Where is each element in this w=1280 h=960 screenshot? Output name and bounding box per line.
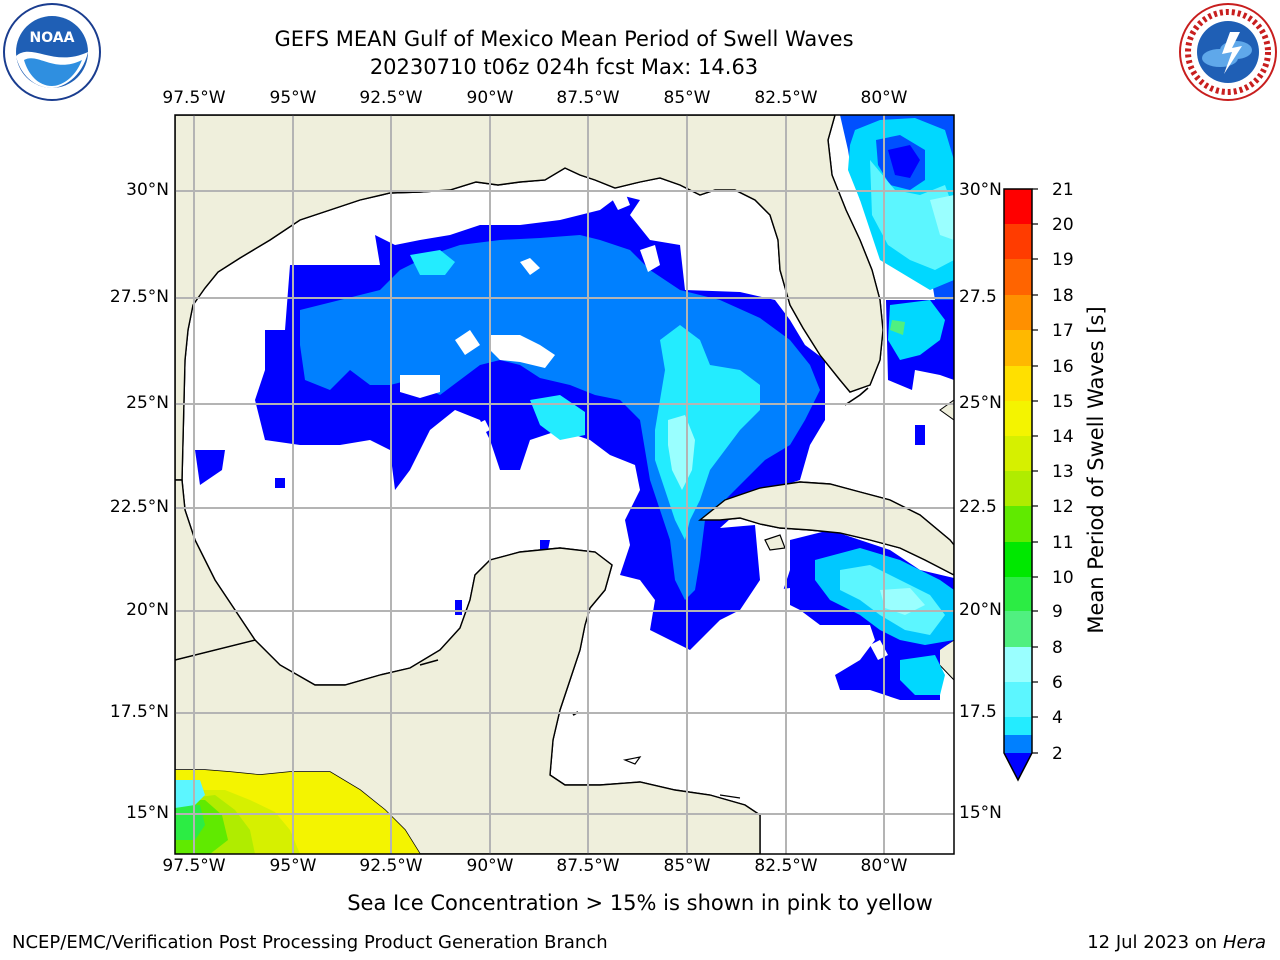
colorbar-tick: 2: [1052, 744, 1063, 764]
footer-machine: Hera: [1222, 932, 1266, 953]
footer-date: 12 Jul 2023 on Hera: [1087, 932, 1266, 953]
lon-tick-top: 80°W: [860, 88, 908, 108]
map-subtitle: 20230710 t06z 024h fcst Max: 14.63: [369, 55, 759, 79]
noaa-logo: NOAA: [2, 2, 102, 102]
colorbar-tick: 11: [1052, 533, 1074, 553]
lon-tick-bottom: 82.5°W: [754, 856, 818, 876]
lat-tick-right: 22.5: [959, 497, 997, 517]
colorbar-tick: 9: [1052, 602, 1063, 622]
lat-tick-left: 17.5°N: [109, 702, 169, 722]
colorbar-tick: 6: [1052, 673, 1063, 693]
colorbar-tick: 18: [1052, 286, 1074, 306]
lon-tick-bottom: 90°W: [466, 856, 514, 876]
colorbar-tick: 16: [1052, 357, 1074, 377]
lon-tick-top: 82.5°W: [754, 88, 818, 108]
lon-tick-top: 92.5°W: [359, 88, 423, 108]
lat-tick-right: 27.5: [959, 287, 997, 307]
lon-tick-top: 85°W: [663, 88, 711, 108]
colorbar-tick: 10: [1052, 568, 1074, 588]
colorbar-tick: 21: [1052, 180, 1074, 200]
colorbar-tick: 12: [1052, 497, 1074, 517]
colorbar-tick: 8: [1052, 638, 1063, 658]
lon-tick-bottom: 97.5°W: [162, 856, 226, 876]
colorbar-tick: 4: [1052, 708, 1063, 728]
map-gridlines: [175, 115, 954, 854]
lat-tick-right: 30°N: [959, 180, 1002, 200]
lat-tick-left: 20°N: [126, 600, 169, 620]
lon-tick-top: 95°W: [269, 88, 317, 108]
lon-tick-bottom: 85°W: [663, 856, 711, 876]
svg-text:NOAA: NOAA: [30, 30, 75, 46]
lon-tick-top: 90°W: [466, 88, 514, 108]
lon-tick-bottom: 87.5°W: [556, 856, 620, 876]
lat-tick-left: 25°N: [126, 393, 169, 413]
colorbar-tick: 19: [1052, 250, 1074, 270]
lat-tick-right: 17.5: [959, 702, 997, 722]
lat-tick-left: 30°N: [126, 180, 169, 200]
lat-tick-left: 27.5°N: [109, 287, 169, 307]
lat-tick-left: 22.5°N: [109, 497, 169, 517]
colorbar-tick: 15: [1052, 392, 1074, 412]
colorbar-tick: 14: [1052, 427, 1074, 447]
colorbar: [1003, 188, 1038, 782]
colorbar-label: Mean Period of Swell Waves [s]: [1084, 306, 1108, 634]
lat-tick-right: 20°N: [959, 600, 1002, 620]
colorbar-tick: 17: [1052, 321, 1074, 341]
lon-tick-top: 87.5°W: [556, 88, 620, 108]
lat-tick-right: 15°N: [959, 803, 1002, 823]
lat-tick-right: 25°N: [959, 393, 1002, 413]
footer-date-text: 12 Jul 2023 on: [1087, 932, 1223, 953]
colorbar-tick: 20: [1052, 215, 1074, 235]
lon-tick-bottom: 95°W: [269, 856, 317, 876]
lon-tick-top: 97.5°W: [162, 88, 226, 108]
colorbar-tick: 13: [1052, 462, 1074, 482]
lon-tick-bottom: 80°W: [860, 856, 908, 876]
map-caption: Sea Ice Concentration > 15% is shown in …: [347, 891, 933, 915]
lon-tick-bottom: 92.5°W: [359, 856, 423, 876]
footer-credit: NCEP/EMC/Verification Post Processing Pr…: [12, 932, 608, 953]
lat-tick-left: 15°N: [126, 803, 169, 823]
map-title: GEFS MEAN Gulf of Mexico Mean Period of …: [274, 27, 854, 51]
nws-logo: [1178, 2, 1278, 102]
map-frame: [174, 114, 955, 855]
